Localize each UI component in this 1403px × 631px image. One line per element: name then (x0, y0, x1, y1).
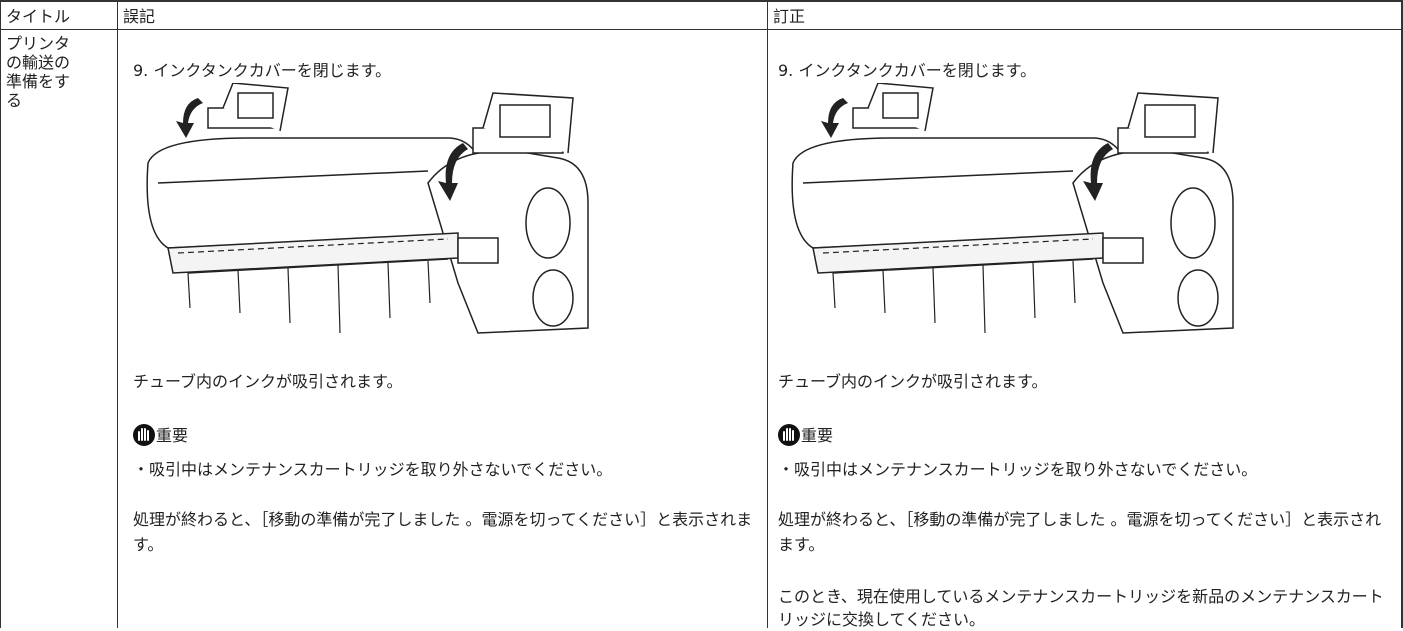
step: 9. インクタンクカバーを閉じます。 (778, 61, 1037, 80)
step: 9. インクタンクカバーを閉じます。 (133, 61, 392, 80)
paragraph: このとき、現在使用しているメンテナンスカートリッジを新品のメンテナンスカートリッ… (778, 587, 1384, 629)
important-note: ・吸引中はメンテナンスカートリッジを取り外さないでください。 (133, 460, 613, 479)
border (0, 0, 1, 628)
important-label: 重要 (156, 426, 189, 445)
printer-illustration (128, 83, 618, 348)
paragraph: チューブ内のインクが吸引されます。 (778, 372, 1048, 391)
row-title: プリンタの輸送の準備をする (6, 34, 71, 110)
paragraph: チューブ内のインクが吸引されます。 (133, 372, 403, 391)
printer-illustration (773, 83, 1263, 348)
border (117, 0, 118, 628)
header-cell: 誤記 (123, 7, 156, 26)
important-icon (778, 424, 800, 446)
paragraph: 処理が終わると、［移動の準備が完了しました 。電源を切ってください］と表示されま… (133, 510, 753, 554)
important-icon (133, 424, 155, 446)
border (1401, 0, 1403, 628)
important-note: ・吸引中はメンテナンスカートリッジを取り外さないでください。 (778, 460, 1258, 479)
paragraph: 処理が終わると、［移動の準備が完了しました 。電源を切ってください］と表示されま… (778, 510, 1382, 554)
header-cell: 訂正 (773, 7, 806, 26)
border (767, 0, 768, 628)
border (0, 29, 1403, 30)
border (0, 0, 1403, 2)
important-label: 重要 (801, 426, 834, 445)
header-cell: タイトル (6, 7, 71, 26)
